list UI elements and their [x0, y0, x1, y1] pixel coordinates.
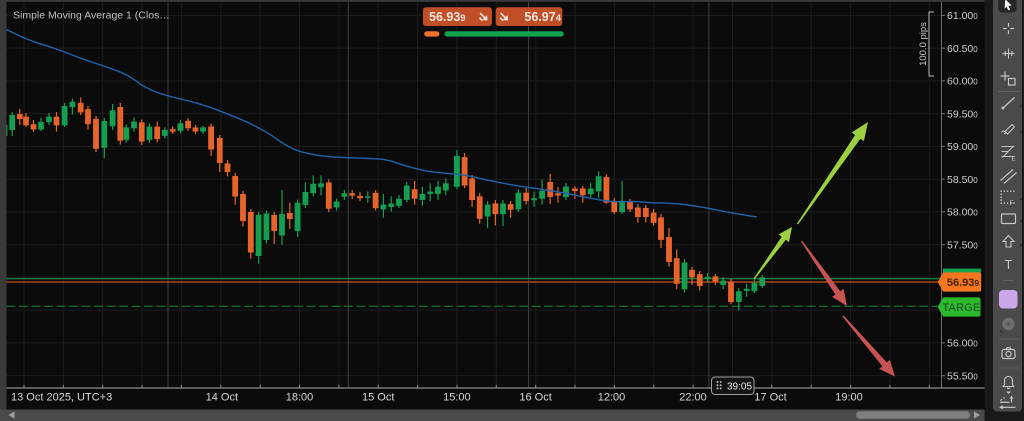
svg-text:59.500: 59.500 [947, 108, 978, 120]
svg-text:61.000: 61.000 [947, 10, 978, 22]
svg-text:55.500: 55.500 [947, 370, 978, 382]
svg-text:58.500: 58.500 [947, 174, 978, 186]
svg-text:17 Oct: 17 Oct [754, 392, 786, 404]
svg-text:16 Oct: 16 Oct [519, 392, 551, 404]
svg-text:56.939: 56.939 [429, 10, 466, 24]
svg-text:56.974: 56.974 [524, 10, 561, 24]
svg-text:56.000: 56.000 [947, 338, 978, 350]
svg-text:58.000: 58.000 [947, 207, 978, 219]
svg-text:F: F [1010, 200, 1014, 207]
svg-text:57.500: 57.500 [947, 239, 978, 251]
svg-text:15 Oct: 15 Oct [362, 392, 394, 404]
svg-text:100.0 pips: 100.0 pips [918, 22, 929, 66]
svg-text:15:00: 15:00 [443, 392, 471, 404]
svg-text:13 Oct 2025, UTC+3: 13 Oct 2025, UTC+3 [11, 392, 112, 404]
svg-text:60.500: 60.500 [947, 43, 978, 55]
svg-text:14 Oct: 14 Oct [206, 392, 238, 404]
svg-text:22:00: 22:00 [679, 392, 707, 404]
svg-text:E: E [1012, 157, 1016, 163]
svg-text:Simple Moving Average 1 (Clos…: Simple Moving Average 1 (Clos… [13, 10, 170, 22]
svg-text:19:00: 19:00 [835, 392, 863, 404]
svg-text:56.939: 56.939 [947, 277, 980, 289]
svg-text:12:00: 12:00 [598, 392, 626, 404]
svg-text:T: T [1005, 257, 1013, 272]
svg-text:18:00: 18:00 [286, 392, 314, 404]
svg-text:TARGE: TARGE [942, 302, 980, 314]
svg-text:59.000: 59.000 [947, 141, 978, 153]
svg-text:39:05: 39:05 [727, 382, 752, 393]
svg-text:60.000: 60.000 [947, 76, 978, 88]
